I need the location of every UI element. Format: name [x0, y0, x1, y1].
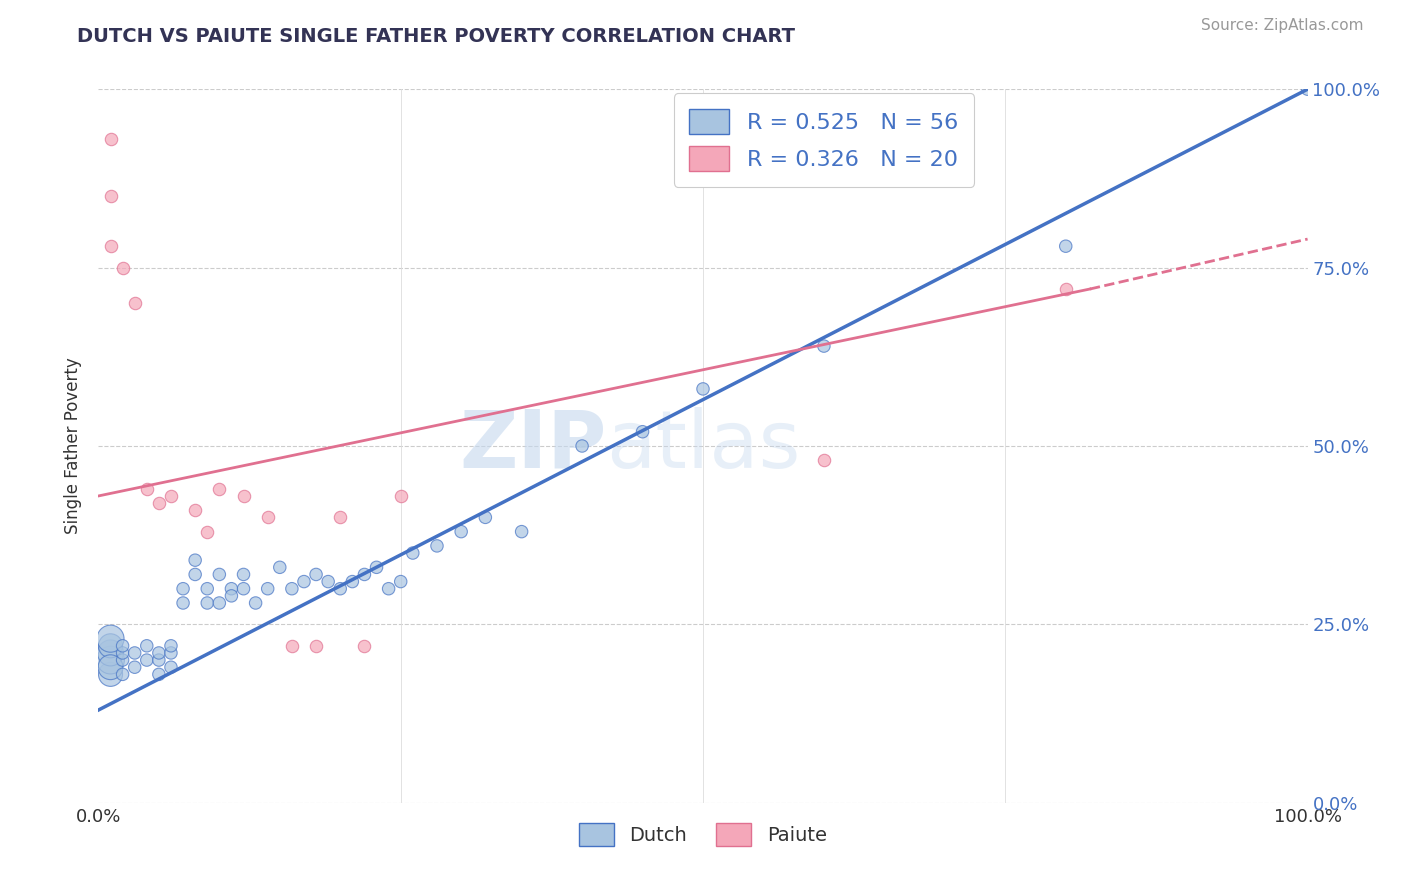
- Point: [160, 660, 183, 674]
- Point: [692, 382, 714, 396]
- Point: [1054, 282, 1077, 296]
- Point: [305, 567, 328, 582]
- Point: [402, 546, 425, 560]
- Point: [208, 567, 231, 582]
- Point: [1296, 82, 1319, 96]
- Point: [111, 639, 134, 653]
- Point: [100, 653, 122, 667]
- Point: [135, 653, 157, 667]
- Point: [160, 489, 183, 503]
- Point: [111, 653, 134, 667]
- Point: [329, 582, 352, 596]
- Point: [160, 639, 183, 653]
- Point: [184, 553, 207, 567]
- Point: [100, 667, 122, 681]
- Point: [195, 524, 218, 539]
- Point: [426, 539, 449, 553]
- Point: [148, 646, 170, 660]
- Point: [124, 646, 146, 660]
- Point: [269, 560, 291, 574]
- Point: [232, 582, 254, 596]
- Point: [232, 567, 254, 582]
- Point: [135, 482, 157, 496]
- Point: [184, 567, 207, 582]
- Point: [111, 667, 134, 681]
- Point: [221, 582, 243, 596]
- Legend: Dutch, Paiute: Dutch, Paiute: [571, 815, 835, 854]
- Point: [184, 503, 207, 517]
- Point: [208, 596, 231, 610]
- Point: [160, 646, 183, 660]
- Point: [172, 596, 194, 610]
- Point: [232, 489, 254, 503]
- Point: [329, 510, 352, 524]
- Point: [1054, 239, 1077, 253]
- Point: [256, 510, 278, 524]
- Point: [389, 489, 412, 503]
- Text: ZIP: ZIP: [458, 407, 606, 485]
- Point: [813, 339, 835, 353]
- Point: [377, 582, 399, 596]
- Point: [292, 574, 315, 589]
- Point: [148, 496, 170, 510]
- Point: [813, 453, 835, 467]
- Point: [450, 524, 472, 539]
- Point: [256, 582, 278, 596]
- Point: [195, 582, 218, 596]
- Point: [100, 632, 122, 646]
- Point: [571, 439, 593, 453]
- Point: [631, 425, 654, 439]
- Point: [281, 582, 304, 596]
- Point: [342, 574, 364, 589]
- Point: [111, 260, 134, 275]
- Text: atlas: atlas: [606, 407, 800, 485]
- Point: [135, 639, 157, 653]
- Point: [124, 296, 146, 310]
- Point: [366, 560, 388, 574]
- Point: [148, 653, 170, 667]
- Point: [221, 589, 243, 603]
- Point: [148, 667, 170, 681]
- Point: [100, 189, 122, 203]
- Text: DUTCH VS PAIUTE SINGLE FATHER POVERTY CORRELATION CHART: DUTCH VS PAIUTE SINGLE FATHER POVERTY CO…: [77, 27, 796, 45]
- Point: [111, 646, 134, 660]
- Point: [100, 132, 122, 146]
- Point: [245, 596, 267, 610]
- Point: [353, 639, 375, 653]
- Point: [316, 574, 339, 589]
- Point: [510, 524, 533, 539]
- Point: [100, 646, 122, 660]
- Point: [208, 482, 231, 496]
- Point: [195, 596, 218, 610]
- Point: [100, 660, 122, 674]
- Point: [305, 639, 328, 653]
- Point: [100, 639, 122, 653]
- Point: [389, 574, 412, 589]
- Point: [172, 582, 194, 596]
- Y-axis label: Single Father Poverty: Single Father Poverty: [65, 358, 83, 534]
- Point: [100, 239, 122, 253]
- Point: [353, 567, 375, 582]
- Point: [474, 510, 496, 524]
- Point: [281, 639, 304, 653]
- Point: [124, 660, 146, 674]
- Text: Source: ZipAtlas.com: Source: ZipAtlas.com: [1201, 18, 1364, 33]
